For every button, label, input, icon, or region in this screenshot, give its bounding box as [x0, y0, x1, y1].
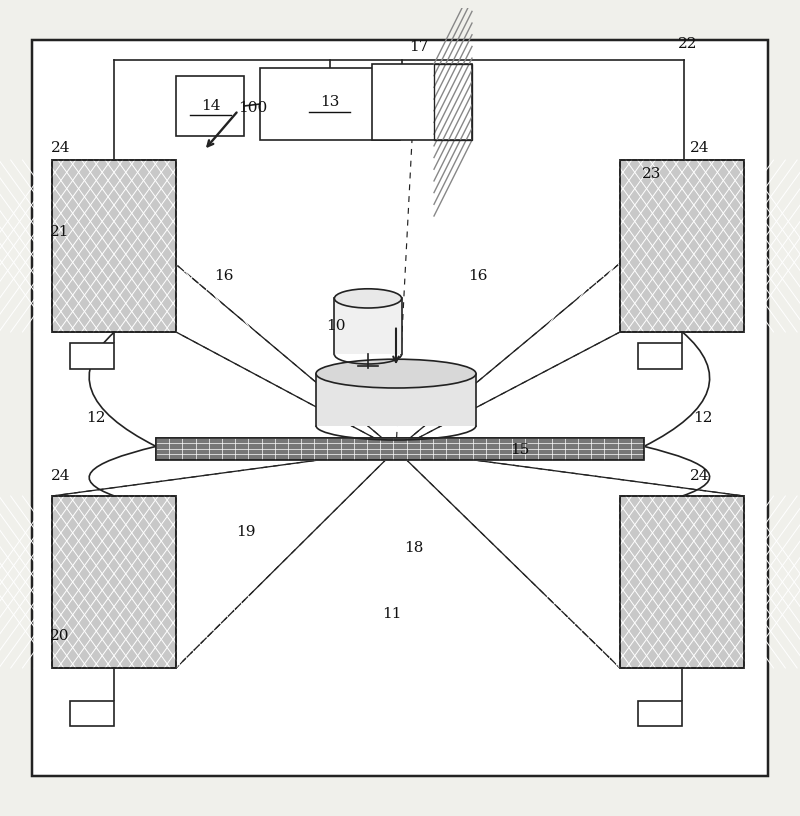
Text: 100: 100 — [238, 101, 268, 115]
Bar — [620, 160, 744, 332]
Bar — [260, 68, 400, 140]
Bar — [638, 344, 682, 369]
Ellipse shape — [334, 289, 402, 308]
Text: 21: 21 — [50, 225, 70, 239]
Text: 12: 12 — [693, 410, 712, 424]
Text: 18: 18 — [404, 541, 423, 555]
Bar — [638, 701, 682, 726]
Text: 24: 24 — [51, 141, 70, 155]
Bar — [52, 160, 176, 332]
Ellipse shape — [316, 359, 476, 388]
Bar — [620, 496, 744, 668]
Bar — [52, 496, 176, 668]
Bar — [620, 496, 744, 668]
Text: 16: 16 — [214, 269, 234, 283]
Text: 13: 13 — [320, 95, 339, 109]
Text: 23: 23 — [642, 167, 661, 181]
Bar — [156, 437, 644, 460]
Text: 10: 10 — [326, 319, 346, 334]
Text: 11: 11 — [382, 607, 402, 622]
Bar — [334, 299, 402, 354]
Bar — [316, 374, 476, 426]
Text: 20: 20 — [50, 629, 70, 643]
Text: 17: 17 — [410, 40, 429, 54]
Bar — [70, 701, 114, 726]
Bar — [52, 160, 176, 332]
Text: 24: 24 — [690, 469, 709, 483]
Text: 14: 14 — [201, 99, 220, 113]
Bar — [156, 437, 644, 460]
Bar — [372, 64, 472, 140]
Text: 24: 24 — [690, 141, 709, 155]
Bar — [620, 160, 744, 332]
Bar — [70, 344, 114, 369]
Bar — [434, 64, 472, 140]
Text: 15: 15 — [510, 442, 530, 457]
Bar — [52, 496, 176, 668]
Text: 22: 22 — [678, 37, 698, 51]
Text: 24: 24 — [51, 469, 70, 483]
Text: 19: 19 — [236, 525, 255, 539]
Text: 12: 12 — [86, 410, 106, 424]
Text: 16: 16 — [468, 269, 487, 283]
Bar — [176, 76, 244, 136]
